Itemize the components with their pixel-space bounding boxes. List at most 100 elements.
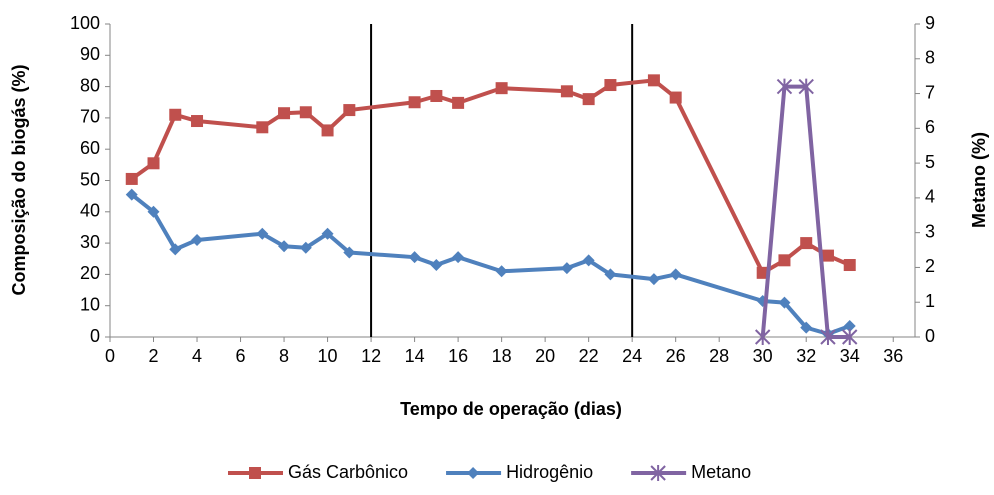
legend-marker (650, 465, 666, 481)
data-point (278, 107, 291, 120)
data-point (191, 115, 204, 128)
y-tick-label: 20 (80, 263, 100, 283)
data-point (191, 233, 204, 246)
data-point (821, 249, 834, 262)
data-point (843, 259, 856, 272)
legend-label: Hidrogênio (506, 462, 593, 482)
y2-tick-label: 8 (925, 48, 935, 68)
x-tick-label: 2 (149, 346, 159, 366)
data-point (647, 273, 660, 286)
data-point (256, 121, 269, 134)
data-point (669, 91, 682, 104)
x-tick-label: 24 (622, 346, 642, 366)
x-tick-label: 18 (492, 346, 512, 366)
y-tick-label: 0 (90, 326, 100, 346)
data-point (169, 108, 182, 121)
legend-label: Gás Carbônico (288, 462, 408, 482)
x-tick-label: 4 (192, 346, 202, 366)
y2-tick-label: 6 (925, 117, 935, 137)
y-tick-label: 60 (80, 138, 100, 158)
data-point (278, 240, 291, 253)
data-point (299, 106, 312, 119)
data-point (756, 266, 769, 279)
x-tick-label: 28 (709, 346, 729, 366)
y-tick-label: 80 (80, 75, 100, 95)
data-point (125, 188, 138, 201)
y2-tick-label: 3 (925, 221, 935, 241)
data-point (582, 254, 595, 267)
x-axis-label: Tempo de operação (dias) (400, 399, 622, 419)
y2-tick-label: 0 (925, 326, 935, 346)
x-tick-label: 20 (535, 346, 555, 366)
legend-marker (467, 467, 480, 479)
y2-tick-label: 2 (925, 256, 935, 276)
data-point (343, 104, 356, 117)
data-point (778, 296, 791, 309)
data-point (560, 85, 573, 98)
x-tick-label: 10 (318, 346, 338, 366)
data-point (321, 227, 334, 240)
data-point (800, 237, 813, 250)
data-point (798, 78, 814, 95)
data-point (669, 268, 682, 281)
x-tick-label: 30 (753, 346, 773, 366)
x-tick-label: 36 (883, 346, 903, 366)
y2-tick-label: 5 (925, 152, 935, 172)
data-point (776, 78, 793, 95)
series-line (760, 84, 850, 339)
y-tick-label: 40 (80, 201, 100, 221)
data-point (647, 74, 660, 87)
x-tick-label: 14 (405, 346, 425, 366)
y-tick-label: 90 (80, 44, 100, 64)
y-tick-label: 70 (80, 107, 100, 127)
x-tick-label: 34 (840, 346, 860, 366)
data-point (604, 79, 617, 92)
x-tick-label: 0 (105, 346, 115, 366)
y-axis-label: Composição do biogás (%) (9, 64, 29, 295)
data-point (169, 243, 182, 256)
x-tick-label: 16 (448, 346, 468, 366)
series-line (130, 193, 851, 336)
data-point (754, 329, 771, 345)
legend-label: Metano (691, 462, 751, 482)
data-point (408, 251, 421, 264)
y-tick-label: 50 (80, 169, 100, 189)
y-tick-label: 10 (80, 294, 100, 314)
x-tick-label: 12 (361, 346, 381, 366)
series-line (130, 78, 851, 275)
data-point (343, 246, 356, 259)
y-tick-label: 100 (70, 13, 100, 33)
data-point (321, 124, 334, 137)
data-point (800, 321, 813, 334)
data-point (452, 251, 465, 264)
data-point (778, 254, 791, 267)
data-point (495, 82, 508, 95)
data-point (843, 320, 856, 333)
data-point (256, 227, 269, 240)
y2-tick-label: 9 (925, 13, 935, 33)
x-tick-label: 22 (579, 346, 599, 366)
x-tick-label: 32 (796, 346, 816, 366)
x-tick-label: 6 (236, 346, 246, 366)
data-point (125, 172, 138, 185)
data-point (147, 157, 160, 170)
data-point (560, 262, 573, 275)
data-point (452, 96, 465, 109)
data-point (147, 205, 160, 218)
data-point (299, 241, 312, 254)
x-tick-label: 8 (279, 346, 289, 366)
y2-tick-label: 4 (925, 187, 935, 207)
data-point (408, 96, 421, 109)
data-point (604, 268, 617, 281)
data-point (582, 93, 595, 106)
legend-marker (249, 467, 261, 479)
data-point (495, 265, 508, 278)
y2-tick-label: 1 (925, 291, 935, 311)
data-point (430, 259, 443, 272)
y-tick-label: 30 (80, 232, 100, 252)
data-point (842, 329, 858, 345)
data-point (820, 329, 836, 345)
x-tick-label: 26 (666, 346, 686, 366)
y2-axis-label: Metano (%) (969, 132, 989, 228)
